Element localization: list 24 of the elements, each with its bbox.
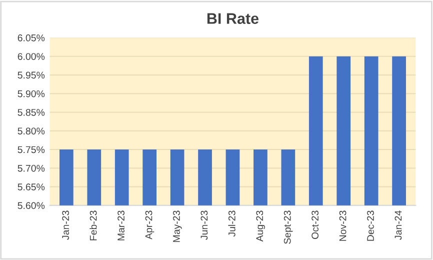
x-tick-label: Nov-23 xyxy=(339,210,346,241)
x-tick-label: May-23 xyxy=(173,210,182,242)
x-tick-label: Sept-23 xyxy=(284,210,293,244)
x-tick-label: Aug-23 xyxy=(256,210,265,242)
y-tick-label: 5.65% xyxy=(18,184,45,190)
y-tick-label: 5.70% xyxy=(18,164,45,172)
x-tick-label: Apr-23 xyxy=(145,210,154,240)
x-tick-label: Jan-23 xyxy=(62,210,70,240)
y-tick-label: 6.00% xyxy=(18,53,45,60)
y-tick-label: 6.05% xyxy=(18,34,45,42)
y-tick-label: 5.90% xyxy=(18,90,45,98)
y-tick-label: 5.60% xyxy=(18,202,45,210)
y-tick-label: 5.85% xyxy=(18,108,45,116)
y-tick-label: 5.75% xyxy=(18,146,45,154)
x-tick-label: Mar-23 xyxy=(118,210,124,240)
x-tick-label: Feb-23 xyxy=(90,210,97,240)
y-tick-label: 5.80% xyxy=(18,128,45,134)
chart-title: BI Rate xyxy=(207,13,259,24)
y-tick-label: 5.95% xyxy=(18,72,45,79)
x-tick-label: Oct-23 xyxy=(312,210,319,239)
x-tick-label: Dec-23 xyxy=(367,210,374,241)
x-tick-label: Jun-23 xyxy=(200,210,208,240)
x-tick-label: Jan-24 xyxy=(394,210,402,240)
x-tick-label: Jul-23 xyxy=(228,210,236,237)
